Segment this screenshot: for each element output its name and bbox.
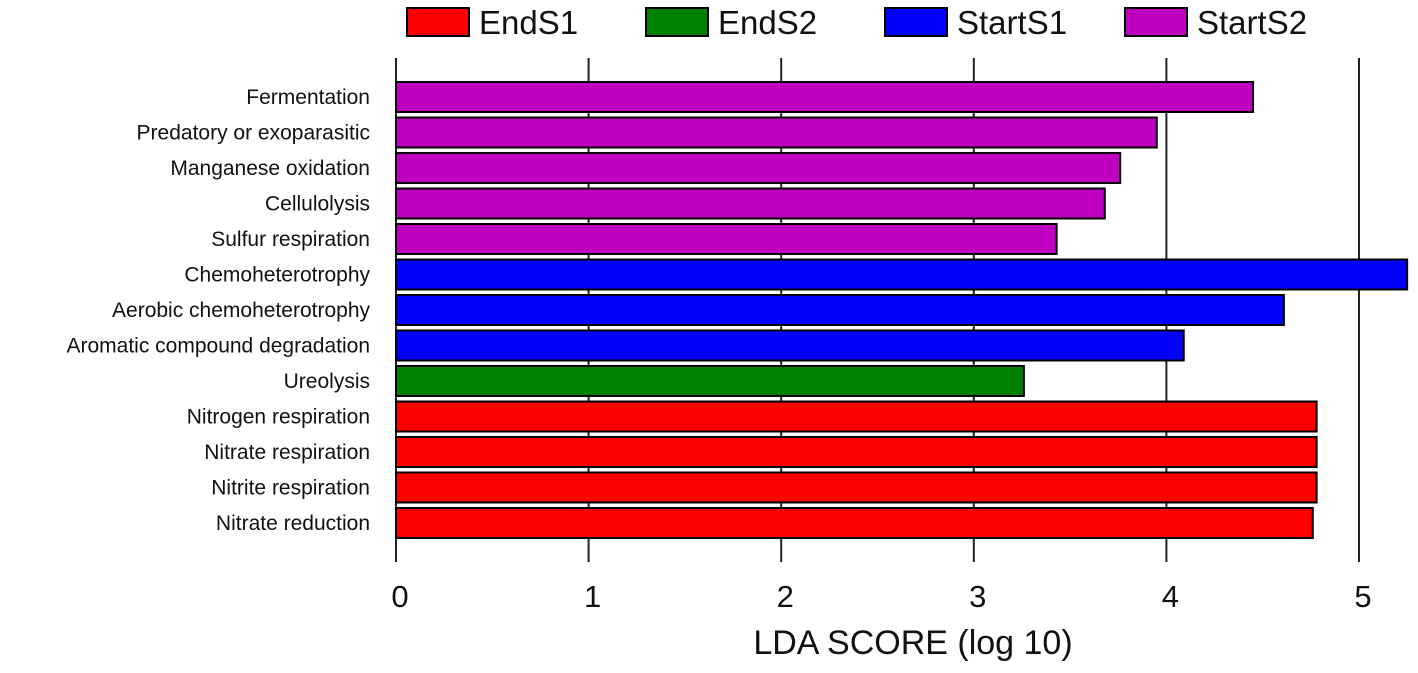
bar-fermentation — [395, 81, 1255, 113]
bar-manganese-oxidation — [395, 152, 1122, 184]
bars — [395, 81, 1409, 539]
legend-swatch-ends1 — [406, 7, 470, 37]
x-tick-label-1: 1 — [584, 579, 601, 614]
category-labels: Fermentation Predatory or exoparasitic Man… — [66, 86, 370, 535]
category-label-cellulolysis: Cellulolysis — [265, 193, 370, 216]
bar-cellulolysis — [395, 187, 1106, 220]
legend-label-ends2: EndS2 — [718, 4, 817, 41]
category-label-aromatic-compound-degradation: Aromatic compound degradation — [66, 335, 370, 358]
x-tick-label-5: 5 — [1354, 579, 1371, 614]
category-label-nitrate-reduction: Nitrate reduction — [216, 512, 370, 535]
x-tick-label-3: 3 — [969, 579, 986, 614]
category-label-fermentation: Fermentation — [246, 86, 370, 109]
category-label-aerobic-chemoheterotrophy: Aerobic chemoheterotrophy — [112, 299, 370, 322]
legend-swatch-starts2 — [1124, 7, 1188, 37]
bar-nitrate-reduction — [395, 507, 1314, 539]
bar-aromatic-compound-degradation — [395, 329, 1185, 362]
bar-nitrate-respiration — [395, 436, 1318, 468]
legend-swatch-starts1 — [884, 7, 948, 37]
category-label-predatory-or-exoparasitic: Predatory or exoparasitic — [137, 122, 370, 145]
x-axis-title: LDA SCORE (log 10) — [753, 624, 1072, 662]
legend: EndS1 EndS2 StartS1 StartS2 — [406, 4, 1307, 41]
bar-chemoheterotrophy — [395, 258, 1409, 291]
category-label-nitrogen-respiration: Nitrogen respiration — [187, 406, 370, 429]
category-label-nitrite-respiration: Nitrite respiration — [211, 477, 370, 500]
x-tick-label-2: 2 — [777, 579, 794, 614]
bar-predatory-or-exoparasitic — [395, 116, 1158, 149]
bar-nitrogen-respiration — [395, 400, 1318, 433]
x-tick-label-4: 4 — [1162, 579, 1179, 614]
x-tick-label-0: 0 — [391, 579, 408, 614]
bar-sulfur-respiration — [395, 223, 1058, 255]
bar-aerobic-chemoheterotrophy — [395, 294, 1285, 326]
bar-nitrite-respiration — [395, 471, 1318, 504]
category-label-ureolysis: Ureolysis — [284, 370, 370, 393]
legend-swatch-ends2 — [645, 7, 709, 37]
category-label-nitrate-respiration: Nitrate respiration — [204, 441, 370, 464]
bar-ureolysis — [395, 365, 1025, 397]
legend-label-starts1: StartS1 — [957, 4, 1067, 41]
category-label-chemoheterotrophy: Chemoheterotrophy — [184, 264, 370, 287]
x-axis-ticks: 0 1 2 3 4 5 — [391, 579, 1371, 614]
category-label-sulfur-respiration: Sulfur respiration — [211, 228, 370, 251]
legend-label-ends1: EndS1 — [479, 4, 578, 41]
category-label-manganese-oxidation: Manganese oxidation — [170, 157, 370, 180]
legend-label-starts2: StartS2 — [1197, 4, 1307, 41]
